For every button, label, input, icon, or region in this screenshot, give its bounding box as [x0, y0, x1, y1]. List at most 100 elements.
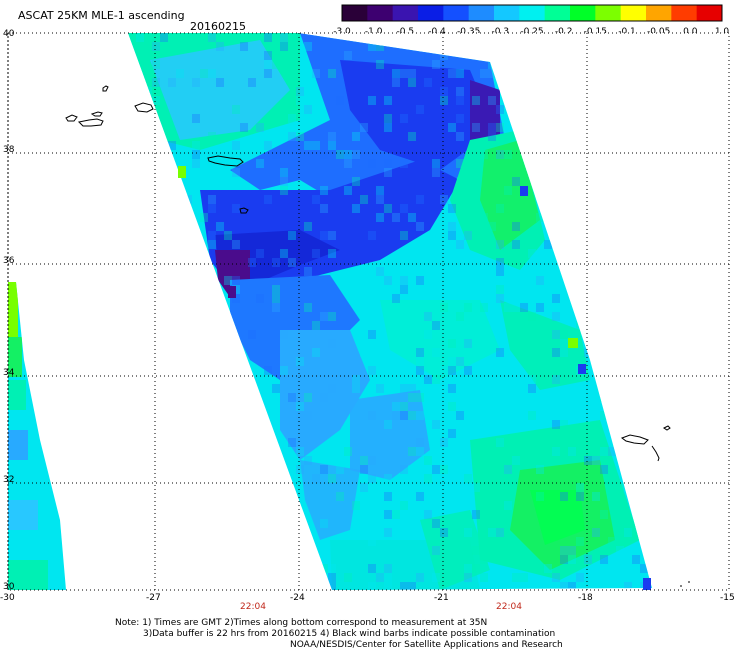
data-cell: [496, 105, 504, 114]
data-cell: [600, 411, 608, 420]
data-cell: [296, 357, 304, 366]
data-cell: [288, 231, 296, 240]
data-cell: [216, 222, 224, 231]
data-cell: [368, 42, 376, 51]
data-cell: [512, 456, 520, 465]
footnotes: Note: 1) Times are GMT 2)Times along bot…: [115, 618, 563, 650]
data-cell: [344, 276, 352, 285]
data-cell: [152, 96, 160, 105]
data-cell: [408, 384, 416, 393]
data-cell: [472, 123, 480, 132]
data-cell: [456, 132, 464, 141]
data-cell: [472, 546, 480, 555]
data-cell: [248, 258, 256, 267]
data-cell: [352, 375, 360, 384]
data-cell: [520, 303, 528, 312]
data-cell: [560, 555, 568, 564]
data-cell: [344, 186, 352, 195]
data-cell: [360, 483, 368, 492]
colorbar-tick-label: -3.0: [333, 27, 351, 37]
data-cell: [552, 348, 560, 357]
colorbar-tick-label: -0.3: [492, 27, 510, 37]
data-cell: [496, 267, 504, 276]
note-line-2: 3)Data buffer is 22 hrs from 20160215 4)…: [143, 629, 555, 639]
lon-tick-minus24: -24: [290, 593, 305, 603]
data-cell: [256, 159, 264, 168]
data-cell: [320, 186, 328, 195]
data-cell: [592, 528, 600, 537]
data-cell: [416, 105, 424, 114]
data-cell: [160, 33, 168, 42]
colorbar-tick-label: -0.4: [428, 27, 446, 37]
swath-time-right: 22:04: [496, 602, 522, 612]
data-cell: [424, 249, 432, 258]
colorbar-tick-label: 0.0: [683, 27, 698, 37]
island-sao-miguel: [207, 155, 244, 167]
data-cell: [208, 204, 216, 213]
data-cell: [192, 78, 200, 87]
data-cell: [360, 348, 368, 357]
data-cell: [232, 294, 240, 303]
data-cell: [384, 204, 392, 213]
data-cell: [568, 582, 576, 590]
data-cell: [368, 411, 376, 420]
data-cell: [488, 366, 496, 375]
island-selvagens: [680, 581, 690, 587]
data-cell: [232, 105, 240, 114]
data-cell: [496, 150, 504, 159]
data-cell: [264, 51, 272, 60]
data-cell: [272, 384, 280, 393]
data-cell: [328, 564, 336, 573]
data-cell: [392, 213, 400, 222]
data-cell: [168, 78, 176, 87]
data-cell: [400, 231, 408, 240]
data-cell: [192, 150, 200, 159]
data-cell: [584, 456, 592, 465]
data-cell: [344, 447, 352, 456]
data-cell: [464, 474, 472, 483]
data-cell: [464, 573, 472, 582]
data-cell: [584, 555, 592, 564]
data-cell: [432, 159, 440, 168]
data-cell: [576, 537, 584, 546]
data-cell: [400, 159, 408, 168]
data-cell: [304, 105, 312, 114]
data-cell: [576, 384, 584, 393]
data-cell: [600, 510, 608, 519]
data-cell: [312, 141, 320, 150]
data-cell: [376, 573, 384, 582]
colorbar-tick-label: 1.0: [715, 27, 730, 37]
edge-pixel: [578, 364, 586, 374]
data-cell: [400, 582, 408, 590]
data-cell: [424, 456, 432, 465]
data-cell: [304, 222, 312, 231]
data-cell: [376, 267, 384, 276]
data-cell: [592, 456, 600, 465]
data-cell: [312, 321, 320, 330]
colorbar-swatch: [342, 5, 368, 21]
data-cell: [336, 96, 344, 105]
data-cell: [312, 474, 320, 483]
data-cell: [320, 393, 328, 402]
data-cell: [296, 411, 304, 420]
data-cell: [280, 42, 288, 51]
data-cell: [224, 231, 232, 240]
data-cell: [480, 69, 488, 78]
data-cell: [472, 564, 480, 573]
data-cell: [448, 69, 456, 78]
edge-pixel: [178, 166, 186, 178]
data-cell: [304, 267, 312, 276]
data-cell: [464, 177, 472, 186]
colorbar-tick-label: -0.15: [584, 27, 607, 37]
data-cell: [328, 474, 336, 483]
data-cell: [400, 249, 408, 258]
data-cell: [280, 330, 288, 339]
data-cell: [416, 393, 424, 402]
colorbar-tick-label: -0.35: [457, 27, 480, 37]
data-cell: [208, 159, 216, 168]
data-cell: [248, 78, 256, 87]
data-cell: [472, 240, 480, 249]
data-cell: [232, 141, 240, 150]
data-cell: [496, 294, 504, 303]
data-cell: [304, 456, 312, 465]
